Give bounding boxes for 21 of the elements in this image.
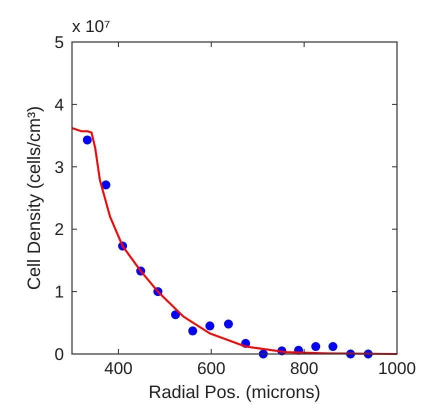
line-series <box>72 127 397 355</box>
text: x 10⁷ <box>72 17 110 36</box>
x-tick-label: 600 <box>197 359 226 378</box>
point <box>101 180 110 190</box>
x-axis-title: Radial Pos. (microns) <box>148 382 321 402</box>
point <box>311 342 320 352</box>
y-tick-label: 2 <box>54 220 64 240</box>
x-tick-label: 1000 <box>378 359 416 378</box>
point <box>188 326 198 336</box>
y-tick-label: 3 <box>54 158 64 177</box>
y-tick-label: 0 <box>54 345 64 364</box>
point <box>224 320 233 329</box>
x-tick-label: 400 <box>104 359 133 378</box>
point <box>82 135 92 144</box>
y-tick-label: 1 <box>54 282 64 302</box>
y-axis-title: Cell Density (cells/cm³) <box>24 106 44 290</box>
y-tick-label: 4 <box>54 95 64 114</box>
y-tick-label: 5 <box>54 33 64 52</box>
x-tick-label: 800 <box>290 359 318 378</box>
point <box>328 342 338 352</box>
point <box>205 321 214 330</box>
